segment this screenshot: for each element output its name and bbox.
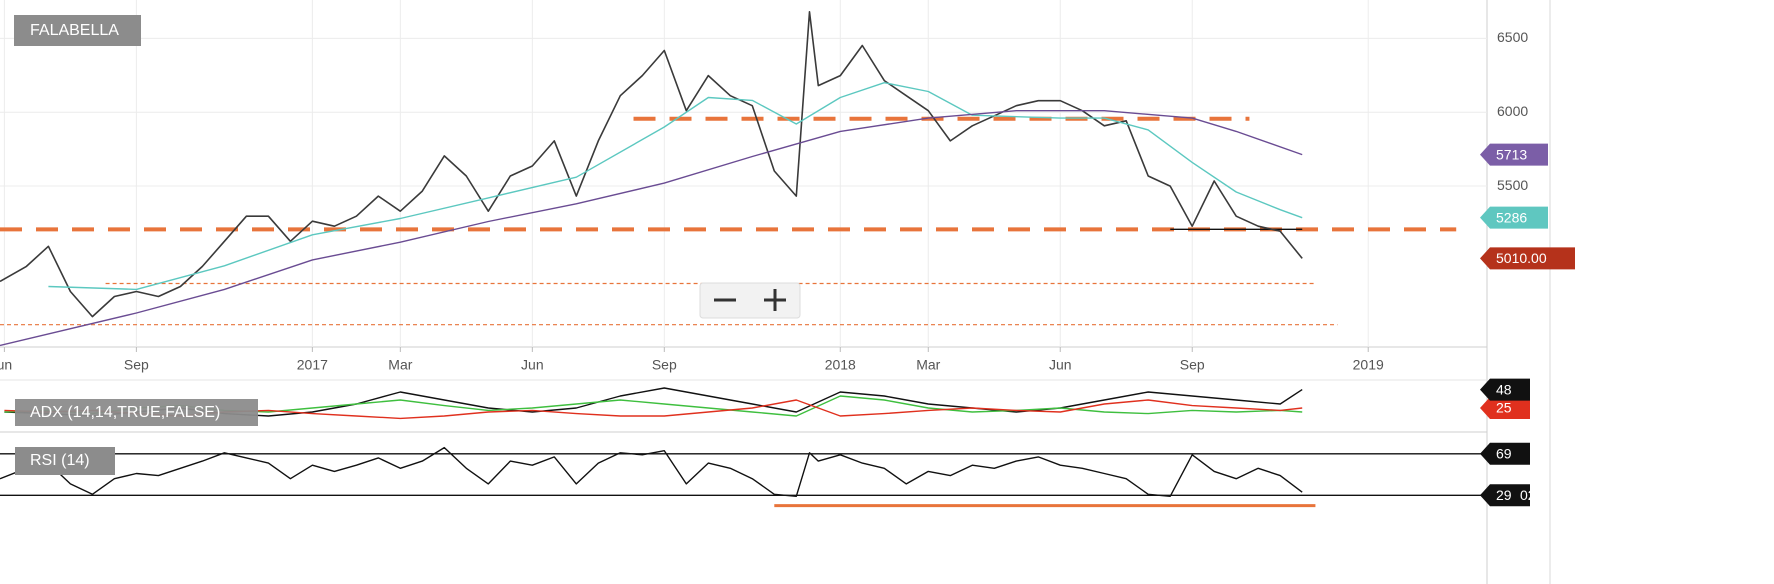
- x-tick-label: un: [0, 357, 12, 373]
- zoom-out-button[interactable]: [702, 285, 748, 316]
- price-tag: [1480, 442, 1530, 465]
- price-tag-label: 5713: [1496, 146, 1527, 162]
- price-tag-label: 25: [1496, 400, 1512, 416]
- zoom-in-button[interactable]: [752, 285, 798, 316]
- overlay-layer: FALABELLA ADX (14,14,TRUE,FALSE) RSI (14…: [14, 15, 801, 475]
- price-tag: [1480, 247, 1575, 270]
- price-tag-label: 5286: [1496, 209, 1527, 225]
- x-tick-label: Jun: [1049, 357, 1072, 373]
- indicator-title: ADX (14,14,TRUE,FALSE): [30, 404, 220, 421]
- x-tick-label: 2017: [297, 357, 328, 373]
- price-tag-label: 48: [1496, 381, 1512, 397]
- price-tag-label: 5010.00: [1496, 250, 1547, 266]
- zoom-controls: [699, 282, 801, 319]
- price-tag-label: 29: [1496, 487, 1512, 503]
- x-tick-label: Mar: [916, 357, 940, 373]
- x-tick-label: Sep: [1180, 357, 1205, 373]
- series-line: [0, 110, 1303, 347]
- y-tick-label: 6000: [1497, 103, 1528, 119]
- price-tag: [1480, 397, 1530, 419]
- x-tick-label: Mar: [388, 357, 412, 373]
- series-line: [0, 446, 1303, 497]
- chart-title: FALABELLA: [30, 22, 119, 39]
- price-tag: [1480, 143, 1548, 166]
- y-tick-label: 6500: [1497, 29, 1528, 45]
- title-box: [14, 15, 141, 46]
- y-tick-label: 5500: [1497, 177, 1528, 193]
- indicator-title: RSI (14): [30, 452, 90, 469]
- price-tag: [1480, 378, 1530, 401]
- x-tick-label: Sep: [124, 357, 149, 373]
- indicator-label-box: [15, 399, 258, 426]
- x-tick-label: Sep: [652, 357, 677, 373]
- price-tag: [1480, 206, 1548, 229]
- price-tag: [1480, 484, 1530, 507]
- price-tag-label: 02: [1520, 487, 1536, 503]
- indicator-label-box: [15, 447, 115, 475]
- x-tick-label: 2019: [1353, 357, 1384, 373]
- series-line: [48, 82, 1303, 291]
- price-tag-label: 69: [1496, 445, 1512, 461]
- x-tick-label: 2018: [825, 357, 856, 373]
- x-tick-label: Jun: [521, 357, 544, 373]
- plot-layer: 5500 6000 6500 un Sep 2017 Mar Jun Sep 2018 Mar Jun…: [0, 0, 1575, 508]
